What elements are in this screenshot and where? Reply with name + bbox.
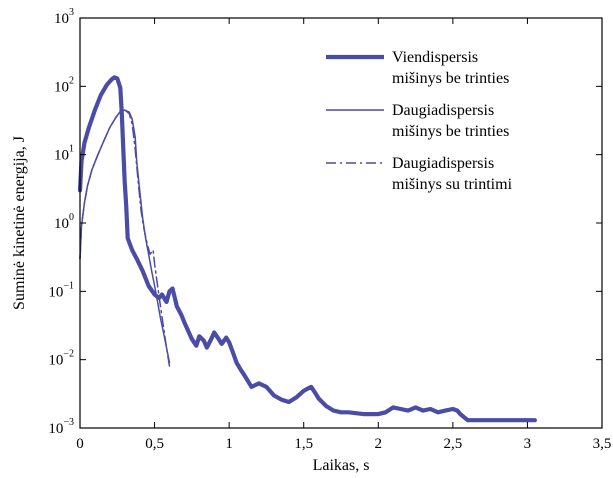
legend-label-2: Daugiadispersis: [392, 102, 494, 119]
x-axis-label: Laikas, s: [313, 457, 370, 474]
y-axis-label: Suminė kinetinė energija, J: [11, 136, 28, 310]
series-layer: [77, 75, 537, 423]
x-tick-label: 0,5: [145, 436, 164, 452]
legend-label-3: Daugiadispersis: [392, 155, 494, 172]
legend: Viendispersis mišinys be trinties Daugiadi…: [326, 49, 513, 193]
legend-label-1: Viendispersis: [392, 49, 478, 66]
y-tick-label: 102: [54, 75, 74, 95]
x-ticks: 0 0,5 1 1,5 2 2,5 3 3,5: [76, 18, 611, 452]
y-ticks: 10−3 10−2 10−1 100 101 102 103: [48, 7, 602, 437]
legend-label-2-cont: mišinys be trinties: [392, 123, 509, 140]
y-tick-label: 101: [54, 144, 74, 164]
series-line-3: [79, 109, 171, 368]
x-tick-label: 3: [524, 436, 532, 452]
series-line-2: [79, 109, 171, 364]
x-tick-label: 2,5: [443, 436, 462, 452]
legend-label-3-cont: mišinys su trintimi: [392, 176, 513, 193]
y-tick-label: 10−1: [48, 280, 74, 300]
y-tick-label: 100: [54, 212, 74, 232]
y-tick-label: 10−2: [48, 349, 74, 369]
plot-frame: [79, 17, 603, 429]
x-tick-label: 1,5: [294, 436, 313, 452]
legend-label-1-cont: mišinys be trinties: [392, 70, 509, 87]
x-tick-label: 0: [76, 436, 84, 452]
x-tick-label: 1: [225, 436, 233, 452]
y-tick-label: 103: [54, 7, 74, 27]
x-tick-label: 3,5: [593, 436, 612, 452]
x-tick-label: 2: [375, 436, 383, 452]
y-tick-label: 10−3: [48, 417, 74, 437]
series-line-1: [77, 75, 537, 423]
